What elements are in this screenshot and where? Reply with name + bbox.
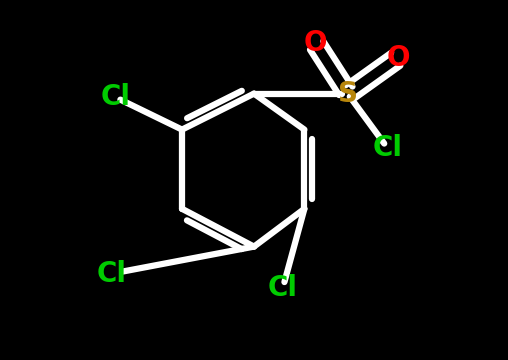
- Text: Cl: Cl: [268, 274, 298, 302]
- Text: O: O: [386, 44, 410, 72]
- Text: Cl: Cl: [101, 83, 131, 111]
- Text: O: O: [303, 29, 327, 57]
- Text: Cl: Cl: [97, 260, 127, 288]
- Text: S: S: [338, 80, 358, 108]
- Text: Cl: Cl: [372, 134, 402, 162]
